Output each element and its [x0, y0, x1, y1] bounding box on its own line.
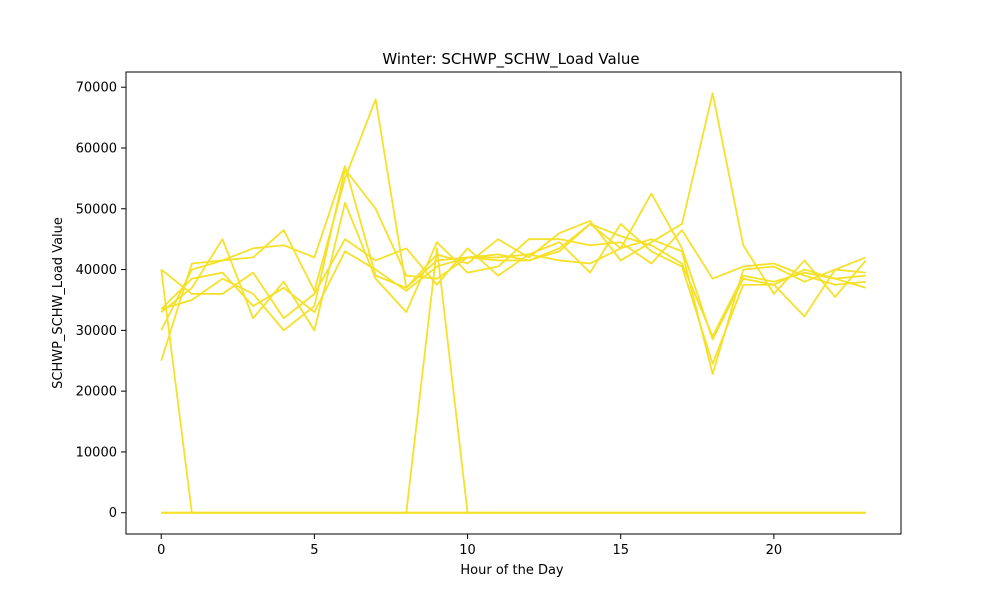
- x-tick-label: 20: [766, 543, 783, 558]
- series-line-2: [160, 192, 867, 341]
- y-tick-label: 30000: [76, 324, 117, 339]
- x-axis-label: Hour of the Day: [460, 563, 564, 578]
- series-line-6: [161, 247, 866, 514]
- plot-area-frame: [125, 71, 902, 535]
- series-line-0: [160, 223, 866, 376]
- series-line-4: [160, 201, 866, 332]
- series-line-1: [160, 98, 867, 365]
- y-tick-label: 0: [109, 506, 117, 521]
- x-tick-label: 5: [310, 543, 318, 558]
- series-line-7: [160, 269, 866, 514]
- y-tick-label: 60000: [76, 141, 117, 156]
- y-axis-label: SCHWP_SCHW_Load Value: [51, 217, 66, 389]
- x-tick-label: 0: [157, 543, 165, 558]
- x-tick-label: 15: [612, 543, 629, 558]
- x-axis: 0 5 10 15 20: [157, 534, 782, 558]
- y-tick-label: 40000: [76, 263, 117, 278]
- y-tick-label: 50000: [76, 202, 117, 217]
- series-line-5: [160, 168, 866, 338]
- y-axis: 0 10000 20000 30000 40000 50000 60000 70000: [76, 81, 126, 521]
- chart-title: Winter: SCHWP_SCHW_Load Value: [382, 50, 639, 69]
- x-tick-label: 10: [459, 543, 476, 558]
- y-tick-label: 20000: [76, 385, 117, 400]
- y-tick-label: 10000: [76, 445, 117, 460]
- y-tick-label: 70000: [76, 81, 117, 96]
- series-line-3: [160, 92, 867, 362]
- series-lines: [160, 92, 867, 514]
